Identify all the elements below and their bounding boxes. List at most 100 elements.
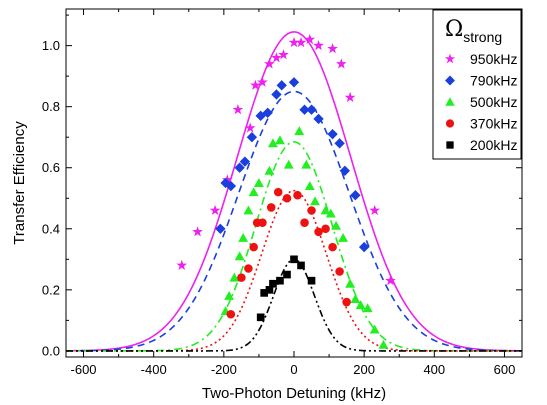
data-point-200kHz	[265, 286, 274, 294]
data-point-790kHz	[225, 180, 237, 192]
data-point-950kHz	[192, 226, 203, 237]
fit-curve-500kHz	[66, 140, 522, 352]
data-point-950kHz	[385, 275, 396, 286]
data-point-500kHz	[301, 159, 312, 169]
data-point-370kHz	[282, 193, 292, 203]
data-point-200kHz	[269, 279, 277, 288]
data-point-200kHz	[276, 276, 284, 285]
data-point-200kHz	[297, 261, 305, 270]
data-point-950kHz	[304, 33, 316, 45]
fit-curve-200kHz	[66, 258, 522, 352]
data-point-790kHz	[339, 165, 351, 176]
data-point-200kHz	[307, 276, 316, 285]
data-point-790kHz	[271, 89, 282, 100]
data-point-370kHz	[314, 227, 323, 237]
legend-marker-790kHz	[445, 75, 455, 86]
fit-curve-790kHz	[65, 90, 523, 352]
data-point-370kHz	[258, 218, 267, 227]
data-point-950kHz	[313, 40, 324, 51]
data-point-790kHz	[246, 132, 258, 143]
axis-ticks: -600 -400 -200 0 200 400 600 0.0 0.2 0.4 0.6 0.8 1.0	[42, 9, 522, 377]
data-point-370kHz	[300, 218, 309, 227]
data-point-500kHz	[275, 135, 285, 145]
data-point-950kHz	[295, 36, 307, 48]
data-point-950kHz	[176, 259, 188, 270]
data-point-950kHz	[250, 79, 261, 90]
data-point-500kHz	[378, 339, 389, 349]
legend-label-200kHz: 200kHz	[470, 137, 517, 153]
legend-marker-950kHz	[444, 53, 456, 64]
y-tick-label: 0.2	[42, 282, 60, 297]
data-point-200kHz	[283, 270, 291, 279]
legend-title-subscript: strong	[463, 29, 502, 45]
legend-label-790kHz: 790kHz	[470, 73, 517, 89]
data-point-370kHz	[307, 206, 316, 215]
data-point-950kHz	[232, 104, 244, 115]
data-point-950kHz	[222, 174, 233, 185]
y-tick-label: 0.8	[42, 99, 60, 114]
data-point-500kHz	[248, 187, 259, 197]
data-point-500kHz	[325, 208, 336, 218]
data-point-500kHz	[224, 290, 235, 300]
data-point-370kHz	[342, 297, 351, 307]
data-point-500kHz	[253, 178, 264, 187]
data-point-790kHz	[215, 223, 226, 234]
data-point-790kHz	[239, 156, 251, 167]
data-point-370kHz	[237, 273, 246, 282]
data-point-370kHz	[335, 267, 344, 276]
data-point-790kHz	[327, 128, 338, 140]
legend-marker-500kHz	[445, 97, 455, 106]
data-point-950kHz	[344, 91, 356, 103]
data-point-500kHz	[331, 220, 342, 230]
data-point-370kHz	[244, 264, 253, 273]
data-point-370kHz	[249, 242, 258, 252]
data-point-790kHz	[313, 113, 324, 125]
y-tick-label: 1.0	[42, 38, 60, 53]
data-point-790kHz	[306, 104, 317, 115]
data-point-950kHz	[288, 36, 300, 48]
data-point-790kHz	[234, 162, 245, 173]
data-point-500kHz	[355, 300, 366, 310]
data-point-500kHz	[283, 159, 294, 169]
data-point-200kHz	[256, 313, 265, 322]
y-tick-label: 0.4	[42, 221, 60, 236]
x-tick-label: 0	[290, 362, 297, 377]
data-point-500kHz	[304, 181, 315, 191]
data-points	[176, 33, 396, 349]
y-tick-label: 0.6	[42, 160, 60, 175]
data-point-790kHz	[255, 110, 266, 122]
data-point-950kHz	[336, 58, 347, 69]
data-point-950kHz	[278, 49, 289, 60]
data-point-950kHz	[244, 122, 256, 133]
data-point-370kHz	[293, 190, 302, 200]
fit-curve-950kHz	[65, 31, 523, 352]
legend: Ωstrong 950kHz 790kHz 500kHz 370kHz 200kHz	[432, 9, 522, 160]
data-point-500kHz	[294, 126, 305, 136]
data-point-370kHz	[226, 309, 236, 319]
x-tick-label: -200	[211, 362, 237, 377]
data-point-950kHz	[209, 204, 221, 216]
data-point-790kHz	[299, 104, 310, 115]
data-point-500kHz	[362, 303, 373, 313]
data-point-500kHz	[369, 324, 380, 334]
legend-label-500kHz: 500kHz	[470, 94, 517, 110]
x-tick-label: 400	[423, 362, 445, 377]
data-point-500kHz	[338, 232, 349, 242]
data-point-200kHz	[290, 255, 298, 264]
legend-box	[432, 9, 522, 160]
data-point-950kHz	[271, 52, 282, 63]
x-tick-label: -400	[141, 362, 167, 377]
legend-title: Ωstrong	[445, 17, 502, 45]
data-point-370kHz	[321, 224, 330, 234]
data-point-370kHz	[273, 187, 283, 197]
data-point-950kHz	[264, 58, 275, 69]
data-point-500kHz	[268, 138, 278, 148]
data-point-790kHz	[350, 190, 361, 201]
y-tick-label: 0.0	[42, 343, 60, 358]
data-point-500kHz	[229, 272, 240, 282]
data-point-790kHz	[262, 107, 273, 118]
data-point-790kHz	[276, 80, 287, 91]
data-point-500kHz	[234, 251, 245, 261]
data-point-950kHz	[369, 204, 381, 216]
data-point-500kHz	[264, 165, 275, 175]
